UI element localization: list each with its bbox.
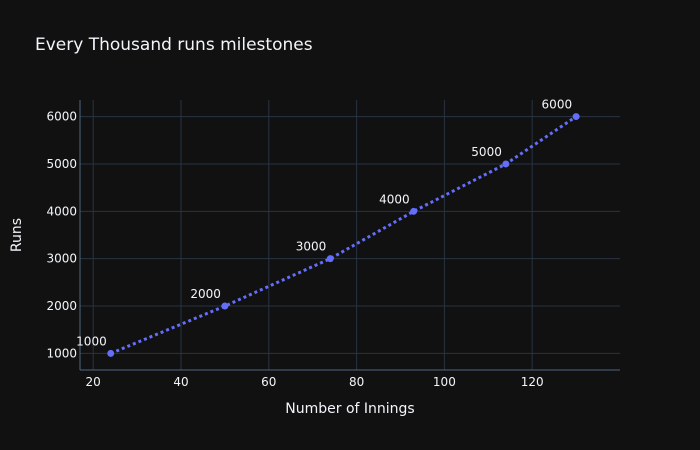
data-label: 6000 xyxy=(542,98,573,112)
data-point xyxy=(221,302,229,310)
x-tick-label: 60 xyxy=(261,375,276,389)
data-label: 1000 xyxy=(76,334,107,348)
chart-title: Every Thousand runs milestones xyxy=(35,35,313,55)
data-label: 3000 xyxy=(296,240,327,254)
y-tick-label: 4000 xyxy=(46,204,77,218)
y-tick-label: 3000 xyxy=(46,252,77,266)
x-tick-label: 120 xyxy=(521,375,544,389)
x-tick-label: 40 xyxy=(173,375,188,389)
data-point xyxy=(410,207,418,215)
x-axis-title: Number of Innings xyxy=(285,401,414,417)
data-point xyxy=(502,160,510,168)
x-tick-labels: 20 40 60 80 100 120 xyxy=(86,375,544,389)
grid-lines xyxy=(80,100,620,370)
data-labels: 1000 2000 3000 4000 5000 6000 xyxy=(76,98,572,349)
x-tick-label: 20 xyxy=(86,375,101,389)
data-label: 5000 xyxy=(471,145,502,159)
data-label: 2000 xyxy=(190,287,221,301)
x-tick-label: 100 xyxy=(433,375,456,389)
y-axis-title: Runs xyxy=(9,218,25,252)
y-tick-label: 1000 xyxy=(46,346,77,360)
y-tick-labels: 1000 2000 3000 4000 5000 6000 xyxy=(46,110,77,361)
y-tick-label: 6000 xyxy=(46,110,77,124)
series-line-path xyxy=(110,115,577,355)
data-point xyxy=(326,255,334,263)
x-tick-label: 80 xyxy=(349,375,364,389)
data-point xyxy=(107,349,115,357)
data-points xyxy=(107,113,580,357)
data-label: 4000 xyxy=(379,192,410,206)
data-point xyxy=(572,113,580,121)
y-tick-label: 5000 xyxy=(46,157,77,171)
y-tick-label: 2000 xyxy=(46,299,77,313)
series-line xyxy=(110,115,577,355)
